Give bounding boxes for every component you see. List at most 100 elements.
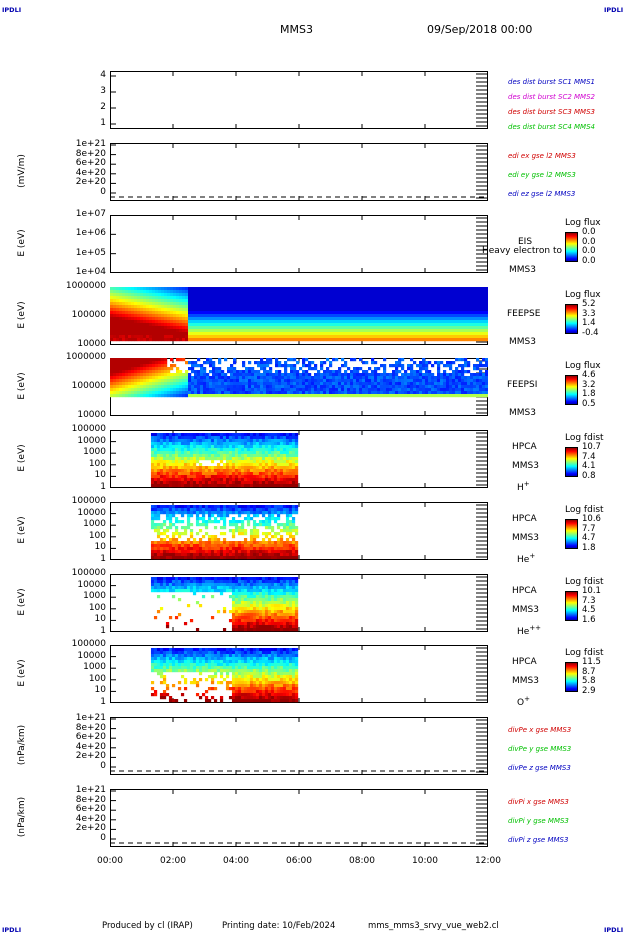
spectrogram-cell [386, 376, 390, 380]
spectrogram-cell [299, 302, 303, 306]
spectrogram-cell [410, 364, 414, 368]
spectrogram-cell [191, 299, 195, 303]
spectrogram-cell [176, 391, 180, 395]
spectrogram-cell [266, 323, 270, 327]
spectrogram-cell [239, 296, 243, 300]
spectrogram-cell [383, 320, 387, 324]
spectrogram-cell [467, 394, 471, 398]
spectrogram-cell [287, 338, 291, 342]
spectrogram-cell [269, 293, 273, 297]
spectrogram-cell [183, 532, 188, 536]
spectrogram-cell [165, 457, 170, 461]
spectrogram-cell [332, 335, 336, 339]
spectrogram-cell [485, 326, 488, 330]
spectrogram-cell [146, 394, 150, 398]
spectrogram-cell [428, 302, 432, 306]
spectrogram-cell [245, 370, 249, 374]
spectrogram-cell [326, 326, 330, 330]
spectrogram-cell [332, 320, 336, 324]
spectrogram-cell [234, 451, 239, 455]
spectrogram-cell [362, 373, 366, 377]
spectrogram-cell [476, 320, 480, 324]
spectrogram-cell [347, 323, 351, 327]
spectrogram-cell [165, 433, 170, 437]
spectrogram-cell [473, 388, 477, 392]
y-tick-label: 1000000 [65, 352, 106, 362]
spectrogram-cell [203, 373, 207, 377]
spectrogram-cell [425, 293, 429, 297]
spectrogram-cell [473, 338, 477, 342]
spectrogram-cell [285, 472, 290, 476]
spectrogram-cell [128, 332, 132, 336]
spectrogram-cell [365, 373, 369, 377]
spectrogram-cell [143, 290, 147, 294]
spectrogram-cell [249, 475, 254, 479]
spectrogram-cell [473, 394, 477, 398]
spectrogram-cell [251, 314, 255, 318]
spectrogram-cell [341, 293, 345, 297]
spectrogram-cell [294, 466, 299, 470]
species-name: H [517, 483, 524, 493]
spectrogram-cell [473, 373, 477, 377]
spectrogram-cell [308, 305, 312, 309]
spectrogram-cell [234, 463, 239, 467]
spectrogram-cell [281, 373, 285, 377]
spectrogram-cell [422, 361, 426, 365]
spectrogram-cell [200, 314, 204, 318]
spectrogram-cell [204, 484, 209, 488]
spectrogram-cell [446, 379, 450, 383]
spectrogram-cell [165, 553, 170, 557]
spectrogram-cell [365, 338, 369, 342]
spectrogram-cell [275, 382, 279, 386]
spectrogram-cell [143, 338, 147, 342]
spectrogram-cell [470, 329, 474, 333]
spectrogram-cell [383, 367, 387, 371]
spectrogram-cell [182, 290, 186, 294]
spectrogram-cell [371, 335, 375, 339]
spectrogram-cell [257, 332, 261, 336]
spectrogram-cell [377, 332, 381, 336]
spectrogram-cell [182, 320, 186, 324]
spectrogram-cell [416, 290, 420, 294]
spectrogram-cell [263, 311, 267, 315]
spectrogram-cell [413, 388, 417, 392]
spectrogram-cell [335, 311, 339, 315]
spectrogram-cell [119, 373, 123, 377]
spectrogram-cell [170, 332, 174, 336]
spectrogram-cell [368, 320, 372, 324]
spectrogram-cell [281, 290, 285, 294]
spectrogram-cell [116, 391, 120, 395]
spectrogram-cell [195, 457, 200, 461]
spectrogram-cell [186, 550, 191, 554]
spectrogram-cell [398, 311, 402, 315]
spacecraft-title: MMS3 [280, 23, 313, 36]
spectrogram-cell [464, 320, 468, 324]
spectrogram-cell [171, 469, 176, 473]
spectrogram-cell [116, 335, 120, 339]
spectrogram-cell [395, 287, 399, 291]
spectrogram-cell [401, 373, 405, 377]
spectrogram-cell [362, 311, 366, 315]
spectrogram-cell [224, 317, 228, 321]
y-tick-label: 10000 [77, 435, 106, 446]
spectrogram-cell [281, 296, 285, 300]
spectrogram-cell [143, 323, 147, 327]
spectrogram-cell [249, 460, 254, 464]
spectrogram-cell [386, 335, 390, 339]
spectrogram-cell [137, 364, 141, 368]
spectrogram-cell [243, 469, 248, 473]
spectrogram-cell [425, 388, 429, 392]
spectrogram-cell [207, 442, 212, 446]
spectrogram-cell [275, 376, 279, 380]
spectrogram-cell [305, 385, 309, 389]
spectrogram-cell [110, 379, 114, 383]
spectrogram-cell [428, 287, 432, 291]
spectrogram-cell [167, 305, 171, 309]
spectrogram-cell [170, 376, 174, 380]
spectrogram-cell [344, 370, 348, 374]
spectrogram-cell [305, 326, 309, 330]
spectrogram-cell [284, 290, 288, 294]
spectrogram-cell [171, 541, 176, 545]
corner-mark-top-right: IPDLI [604, 6, 624, 14]
spectrogram-cell [143, 358, 147, 362]
